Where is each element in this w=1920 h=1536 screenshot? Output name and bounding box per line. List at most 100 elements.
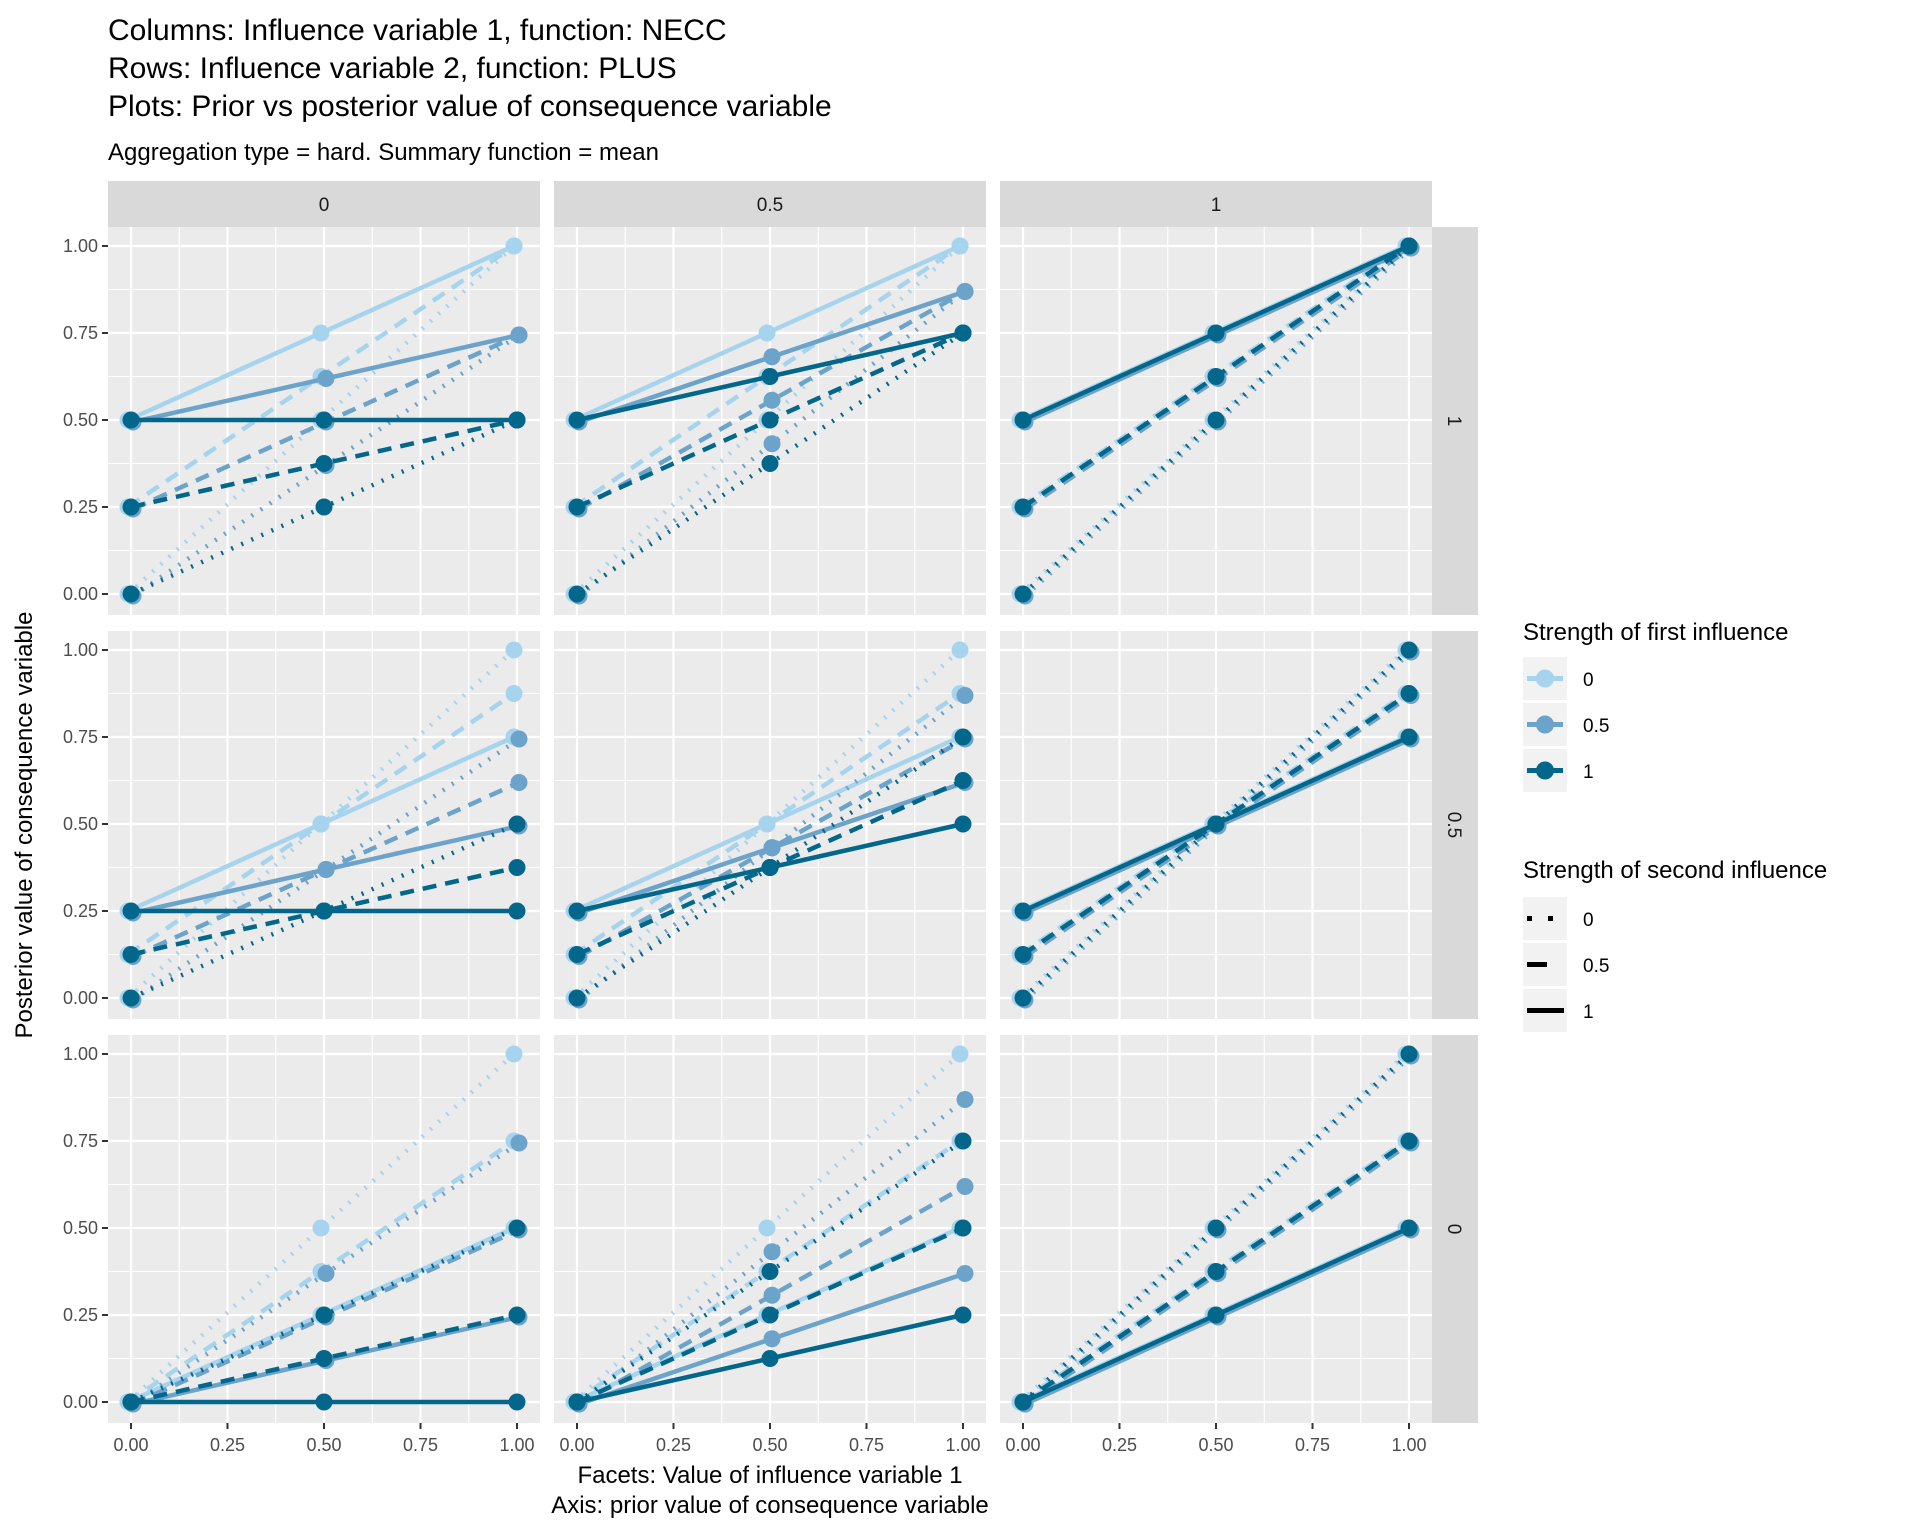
column-strip	[1000, 181, 1432, 227]
legend-linetype-title: Strength of second influence	[1523, 857, 1827, 884]
legend-linetype-label: 0.5	[1583, 956, 1609, 977]
data-point-s1-0	[758, 1219, 776, 1237]
data-point-s1-0.5	[317, 370, 335, 387]
legend-linetype-keys: 00.51	[1523, 897, 1609, 1032]
data-point-s1-1	[1014, 1393, 1032, 1411]
data-point-s1-0	[758, 324, 776, 342]
data-point-s1-1	[508, 411, 526, 429]
y-axis-title: Posterior value of consequence variable	[11, 612, 38, 1039]
data-point-s1-0.5	[763, 1286, 781, 1304]
y-tick-label: 0.00	[63, 988, 98, 1008]
data-point-s1-1	[315, 455, 333, 472]
row-strip	[1432, 631, 1478, 1019]
data-point-s1-1	[1207, 1219, 1225, 1237]
data-point-s1-0	[312, 815, 330, 833]
data-point-s1-0.5	[317, 1265, 335, 1282]
legend-color-label: 0	[1583, 670, 1594, 691]
legend-linetype-label: 0	[1583, 910, 1594, 931]
legend-color-point	[1536, 715, 1554, 734]
data-point-s1-1	[122, 411, 140, 429]
data-point-s1-0	[505, 641, 523, 659]
x-tick-label: 0.00	[113, 1435, 148, 1455]
data-point-s1-1	[1014, 411, 1032, 429]
y-tick-label: 0.50	[63, 814, 98, 834]
x-tick-label: 0.75	[403, 1435, 438, 1455]
data-point-s1-1	[761, 411, 779, 429]
data-point-s1-1	[1400, 728, 1418, 746]
x-tick-label: 0.50	[752, 1435, 787, 1455]
row-strip	[1432, 1035, 1478, 1423]
y-tick-label: 0.25	[63, 901, 98, 921]
data-point-s1-0.5	[317, 861, 335, 878]
row-strip	[1432, 227, 1478, 615]
data-point-s1-1	[954, 1219, 972, 1237]
data-point-s1-1	[1207, 815, 1225, 833]
x-axis-title-line-2: Axis: prior value of consequence variabl…	[551, 1492, 989, 1519]
data-point-s1-1	[954, 1306, 972, 1324]
x-tick-label: 1.00	[945, 1435, 980, 1455]
data-point-s1-1	[761, 455, 779, 472]
data-point-s1-1	[508, 902, 526, 920]
x-tick-label: 1.00	[499, 1435, 534, 1455]
series-line-s1-0.5-s2-0.5	[577, 737, 967, 959]
data-point-s1-0	[951, 641, 969, 659]
data-point-s1-1	[761, 1306, 779, 1324]
data-point-s1-0.5	[956, 1265, 974, 1282]
data-point-s1-1	[568, 585, 586, 603]
data-point-s1-1	[508, 1306, 526, 1324]
data-point-s1-1	[1014, 585, 1032, 603]
legend: Strength of first influence 00.51 Streng…	[1523, 619, 1827, 1032]
x-tick-label: 0.00	[559, 1435, 594, 1455]
data-point-s1-1	[761, 368, 779, 385]
legend-color-title: Strength of first influence	[1523, 619, 1788, 646]
data-point-s1-0	[951, 237, 969, 255]
x-tick-label: 0.25	[656, 1435, 691, 1455]
data-point-s1-0	[312, 324, 330, 342]
data-point-s1-1	[954, 728, 972, 746]
data-point-s1-1	[1014, 989, 1032, 1007]
data-point-s1-1	[315, 902, 333, 920]
data-point-s1-0.5	[956, 1178, 974, 1195]
data-point-s1-0.5	[510, 326, 528, 344]
x-tick-label: 0.25	[210, 1435, 245, 1455]
data-point-s1-1	[1207, 324, 1225, 342]
data-point-s1-0.5	[763, 839, 781, 857]
facet-panel	[1000, 631, 1432, 1019]
data-point-s1-1	[1014, 498, 1032, 516]
title-line-1: Columns: Influence variable 1, function:…	[108, 14, 727, 47]
data-point-s1-1	[1207, 1306, 1225, 1324]
data-point-s1-1	[122, 946, 140, 963]
x-tick-label: 0.00	[1005, 1435, 1040, 1455]
y-tick-label: 0.75	[63, 727, 98, 747]
data-point-s1-1	[508, 1393, 526, 1411]
x-tick-label: 0.75	[849, 1435, 884, 1455]
y-tick-label: 1.00	[63, 236, 98, 256]
facet-panels: 0 0.5 110.500.000.250.500.751.000.000.250.…	[63, 181, 1478, 1455]
title-line-3: Plots: Prior vs posterior value of conse…	[108, 90, 832, 123]
y-tick-label: 0.75	[63, 323, 98, 343]
data-point-s1-1	[122, 989, 140, 1007]
data-point-s1-1	[568, 1393, 586, 1411]
y-tick-label: 0.50	[63, 1218, 98, 1238]
data-point-s1-1	[1207, 411, 1225, 429]
data-point-s1-1	[1014, 946, 1032, 963]
series-line-s1-1-s2-0	[130, 1225, 518, 1405]
data-point-s1-0	[505, 685, 523, 702]
legend-color-label: 1	[1583, 762, 1594, 783]
row-strip-label: 0.5	[1443, 812, 1464, 838]
data-point-s1-1	[954, 1132, 972, 1150]
column-strip-label: 0	[319, 195, 330, 216]
data-point-s1-1	[122, 585, 140, 603]
series-line-s1-1-s2-0	[130, 417, 518, 597]
data-point-s1-0.5	[956, 687, 974, 704]
y-tick-label: 0.00	[63, 1392, 98, 1412]
data-point-s1-1	[1400, 685, 1418, 702]
data-point-s1-1	[1207, 368, 1225, 385]
data-point-s1-1	[122, 498, 140, 516]
data-point-s1-1	[1400, 641, 1418, 659]
x-tick-label: 0.75	[1295, 1435, 1330, 1455]
data-point-s1-0	[505, 1045, 523, 1063]
data-point-s1-1	[315, 498, 333, 516]
row-strip-label: 0	[1443, 1224, 1464, 1235]
data-point-s1-1	[761, 859, 779, 876]
